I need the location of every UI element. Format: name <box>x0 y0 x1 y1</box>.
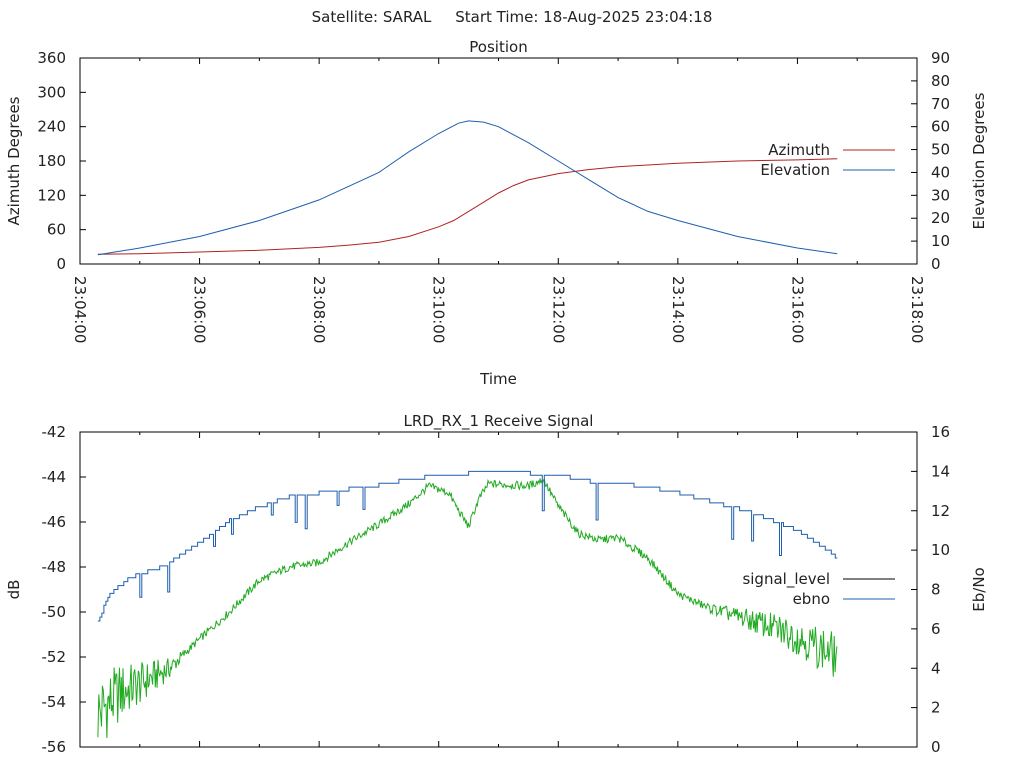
y-tick-label: -54 <box>42 693 67 711</box>
plot-frame <box>79 431 918 748</box>
y2-tick-label: 20 <box>931 209 950 227</box>
y-tick-label: 180 <box>37 152 66 170</box>
y-tick-label: -48 <box>42 558 67 576</box>
x-tick-label: 23:18:00 <box>908 276 926 343</box>
y-tick-label: -52 <box>42 648 67 666</box>
chart-title: LRD_RX_1 Receive Signal <box>404 412 594 431</box>
y-tick-label: -50 <box>42 603 67 621</box>
legend-label-ebno: ebno <box>793 590 830 608</box>
y2-tick-label: 50 <box>931 141 950 159</box>
series-line-ebno <box>97 470 838 622</box>
y2-tick-label: 0 <box>931 738 941 756</box>
series-line-signal_level <box>97 478 838 739</box>
y-tick-label: -46 <box>42 513 67 531</box>
y2-tick-label: 40 <box>931 163 950 181</box>
y-tick-label: 120 <box>37 186 66 204</box>
legend-label-elevation: Elevation <box>760 161 830 179</box>
y2-axis-label: Eb/No <box>970 567 988 611</box>
y-tick-label: -56 <box>42 738 67 756</box>
y2-tick-label: 16 <box>931 423 950 441</box>
y-axis-label: dB <box>5 580 23 600</box>
y2-tick-label: 10 <box>931 232 950 250</box>
y-tick-label: 0 <box>56 255 66 273</box>
y2-tick-label: 60 <box>931 118 950 136</box>
y-tick-label: -42 <box>42 423 67 441</box>
y-tick-label: 360 <box>37 49 66 67</box>
x-axis-label: Time <box>479 370 517 388</box>
series-line-elevation <box>97 120 838 256</box>
y2-tick-label: 14 <box>931 462 950 480</box>
x-tick-label: 23:16:00 <box>788 276 806 343</box>
x-tick-label: 23:06:00 <box>191 276 209 343</box>
series-line-azimuth <box>97 158 838 255</box>
x-tick-label: 23:10:00 <box>430 276 448 343</box>
start-time-label: Start Time: 18-Aug-2025 23:04:18 <box>455 8 713 26</box>
x-tick-label: 23:08:00 <box>310 276 328 343</box>
y-tick-label: -44 <box>42 468 67 486</box>
y2-tick-label: 2 <box>931 699 941 717</box>
y-axis-label: Azimuth Degrees <box>5 96 23 225</box>
legend-label-signal_level: signal_level <box>742 570 830 589</box>
y2-tick-label: 10 <box>931 541 950 559</box>
x-tick-label: 23:04:00 <box>71 276 89 343</box>
chart-title: Position <box>469 38 527 56</box>
x-tick-label: 23:14:00 <box>669 276 687 343</box>
y2-tick-label: 6 <box>931 620 941 638</box>
y2-tick-label: 8 <box>931 581 941 599</box>
y-tick-label: 300 <box>37 83 66 101</box>
legend-label-azimuth: Azimuth <box>768 141 830 159</box>
y-tick-label: 240 <box>37 118 66 136</box>
y2-axis-label: Elevation Degrees <box>970 92 988 229</box>
y-tick-label: 60 <box>47 221 66 239</box>
y2-tick-label: 90 <box>931 49 950 67</box>
satellite-label: Satellite: SARAL <box>311 8 432 26</box>
figure-header: Satellite: SARAL Start Time: 18-Aug-2025… <box>0 8 1024 26</box>
y2-tick-label: 70 <box>931 95 950 113</box>
y2-tick-label: 0 <box>931 255 941 273</box>
y2-tick-label: 12 <box>931 502 950 520</box>
y2-tick-label: 80 <box>931 72 950 90</box>
y2-tick-label: 30 <box>931 186 950 204</box>
y2-tick-label: 4 <box>931 659 941 677</box>
x-tick-label: 23:12:00 <box>549 276 567 343</box>
